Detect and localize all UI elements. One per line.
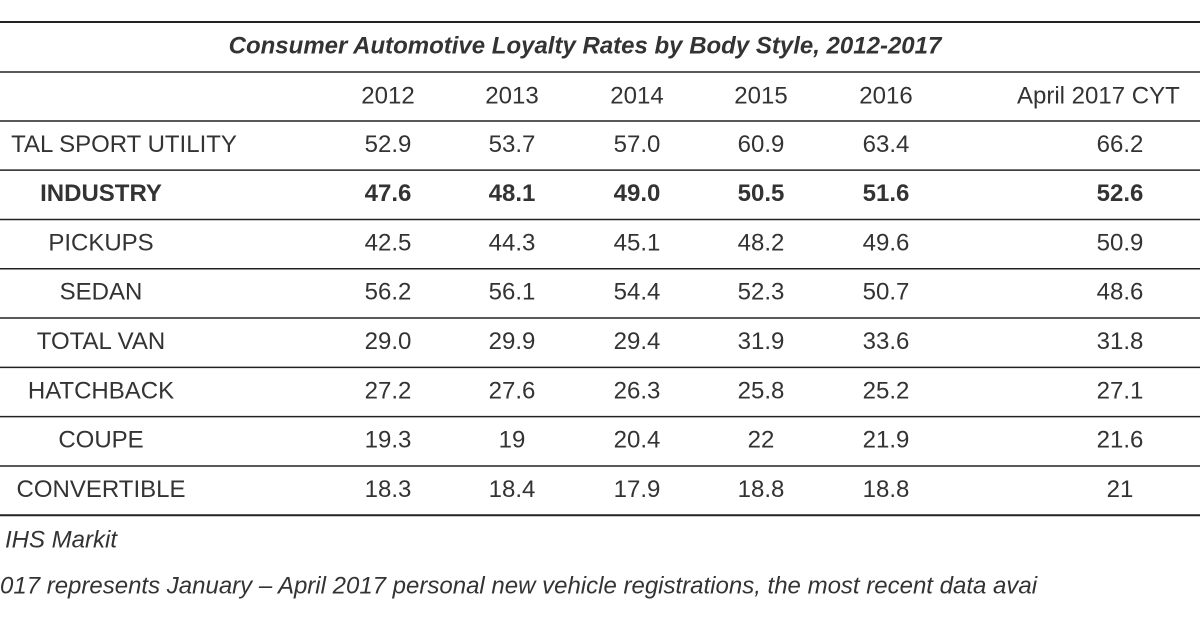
cell: 48.2 xyxy=(738,229,785,256)
cell: 18.4 xyxy=(489,476,536,503)
row-label: SEDAN xyxy=(60,279,143,306)
cell: 66.2 xyxy=(1097,131,1144,158)
cell: 26.3 xyxy=(614,377,661,404)
cell: 56.1 xyxy=(489,279,536,306)
row-label: COUPE xyxy=(58,427,143,454)
cell: 21 xyxy=(1107,476,1134,503)
cell: 25.2 xyxy=(863,377,910,404)
cell: 50.5 xyxy=(738,180,785,207)
cell: 29.0 xyxy=(365,328,412,355)
cell: 47.6 xyxy=(365,180,412,207)
cell: 42.5 xyxy=(365,229,412,256)
cell: 44.3 xyxy=(489,229,536,256)
cell: 60.9 xyxy=(738,131,785,158)
cell: 53.7 xyxy=(489,131,536,158)
cell: 27.2 xyxy=(365,377,412,404)
cell: 57.0 xyxy=(614,131,661,158)
row-label: TAL SPORT UTILITY xyxy=(11,131,237,158)
cell: 18.3 xyxy=(365,476,412,503)
row-label: TOTAL VAN xyxy=(37,328,165,355)
cell: 31.9 xyxy=(738,328,785,355)
cell: 31.8 xyxy=(1097,328,1144,355)
cell: 19.3 xyxy=(365,427,412,454)
column-header: 2015 xyxy=(734,82,787,109)
row-label: HATCHBACK xyxy=(28,377,174,404)
footnote: IHS Markit xyxy=(5,526,118,553)
cell: 18.8 xyxy=(738,476,785,503)
cell: 18.8 xyxy=(863,476,910,503)
column-header: 2012 xyxy=(361,82,414,109)
cell: 22 xyxy=(748,427,775,454)
cell: 21.9 xyxy=(863,427,910,454)
row-label: INDUSTRY xyxy=(40,180,162,207)
cell: 52.3 xyxy=(738,279,785,306)
cell: 27.6 xyxy=(489,377,536,404)
cell: 29.4 xyxy=(614,328,661,355)
cell: 19 xyxy=(499,427,526,454)
cell: 33.6 xyxy=(863,328,910,355)
cell: 56.2 xyxy=(365,279,412,306)
cell: 54.4 xyxy=(614,279,661,306)
cell: 52.6 xyxy=(1097,180,1144,207)
cell: 49.6 xyxy=(863,229,910,256)
column-header: April 2017 CYT xyxy=(1017,82,1180,109)
cell: 48.1 xyxy=(489,180,536,207)
cell: 50.7 xyxy=(863,279,910,306)
cell: 50.9 xyxy=(1097,229,1144,256)
cell: 17.9 xyxy=(614,476,661,503)
cell: 45.1 xyxy=(614,229,661,256)
cell: 27.1 xyxy=(1097,377,1144,404)
row-label: CONVERTIBLE xyxy=(17,476,186,503)
cell: 21.6 xyxy=(1097,427,1144,454)
column-header: 2013 xyxy=(485,82,538,109)
row-label: PICKUPS xyxy=(48,229,153,256)
column-header: 2016 xyxy=(859,82,912,109)
cell: 20.4 xyxy=(614,427,661,454)
cell: 52.9 xyxy=(365,131,412,158)
cell: 29.9 xyxy=(489,328,536,355)
cell: 51.6 xyxy=(863,180,910,207)
column-header: 2014 xyxy=(610,82,663,109)
cell: 63.4 xyxy=(863,131,910,158)
cell: 49.0 xyxy=(614,180,661,207)
footnote: 017 represents January – April 2017 pers… xyxy=(0,572,1038,599)
cell: 25.8 xyxy=(738,377,785,404)
cell: 48.6 xyxy=(1097,279,1144,306)
table-title: Consumer Automotive Loyalty Rates by Bod… xyxy=(229,32,943,59)
